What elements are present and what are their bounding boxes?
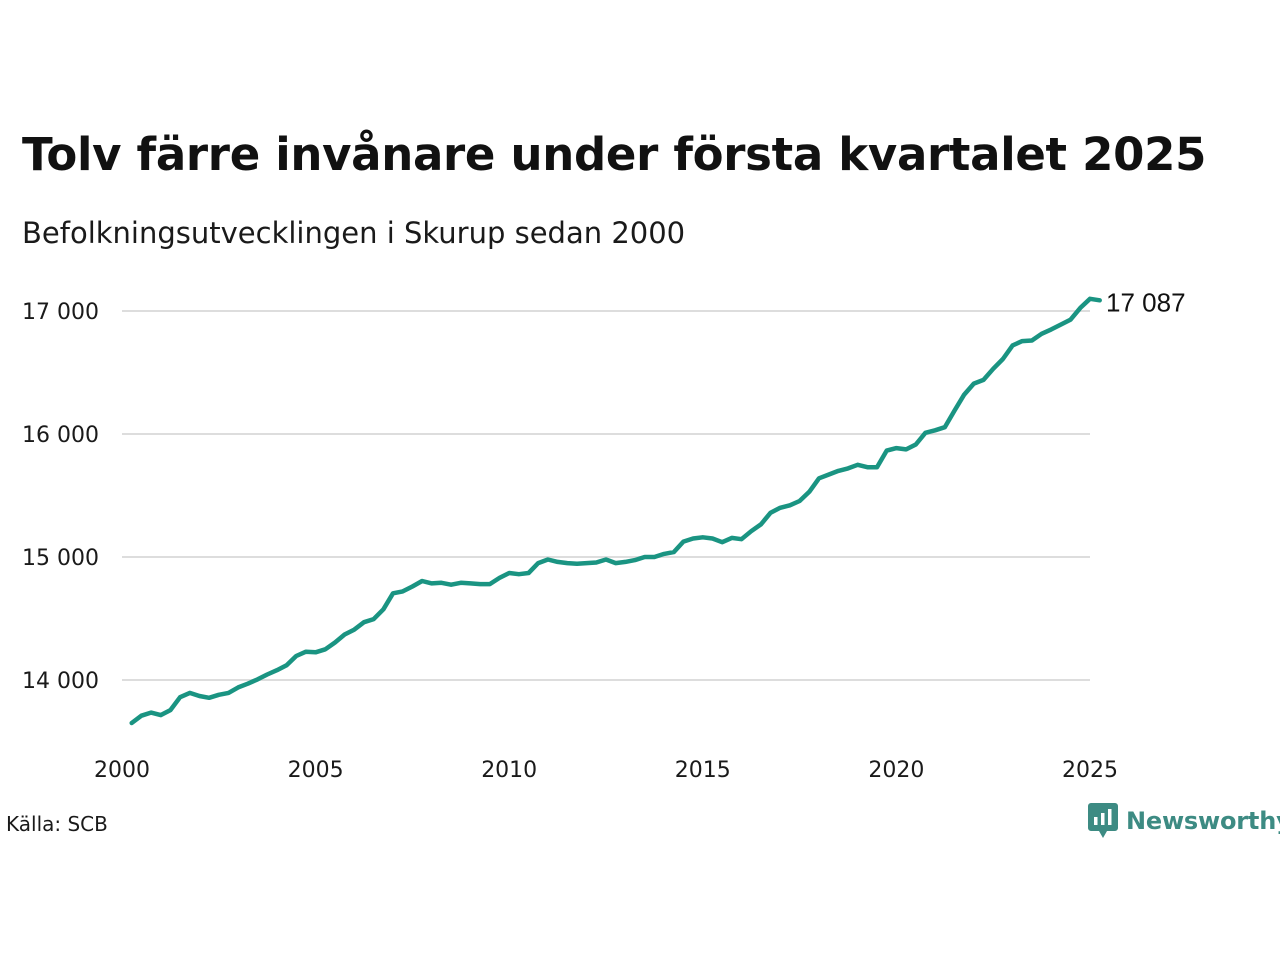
y-tick-label: 17 000	[22, 300, 99, 325]
brand-logo: Newsworthy	[1088, 803, 1280, 839]
brand-name: Newsworthy	[1126, 807, 1280, 835]
x-tick-label: 2005	[288, 758, 344, 783]
y-tick-label: 15 000	[22, 546, 99, 571]
x-tick-label: 2010	[481, 758, 537, 783]
x-tick-label: 2025	[1062, 758, 1118, 783]
x-tick-label: 2020	[868, 758, 924, 783]
x-tick-label: 2015	[675, 758, 731, 783]
chart-bubble-icon	[1088, 803, 1118, 838]
y-tick-label: 16 000	[22, 423, 99, 448]
end-value-label: 17 087	[1106, 287, 1186, 317]
x-tick-label: 2000	[94, 758, 150, 783]
series-line	[129, 296, 1102, 726]
y-tick-label: 14 000	[22, 669, 99, 694]
source-note: Källa: SCB	[6, 812, 108, 836]
chart-title: Tolv färre invånare under första kvartal…	[22, 128, 1207, 181]
chart-subtitle: Befolkningsutvecklingen i Skurup sedan 2…	[22, 216, 686, 250]
